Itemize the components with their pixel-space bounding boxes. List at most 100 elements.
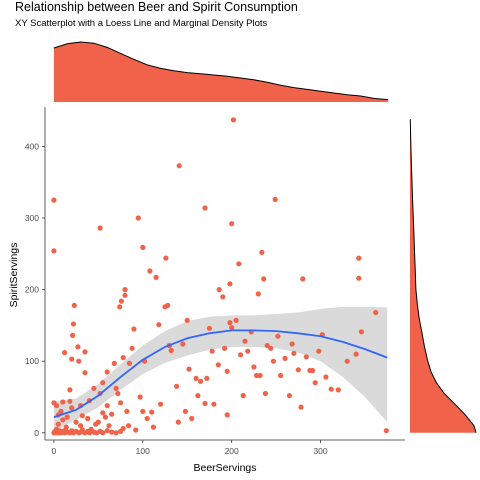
scatter-point: [58, 408, 64, 414]
scatter-point: [383, 428, 389, 434]
scatter-point: [224, 368, 230, 374]
scatter-point: [109, 429, 115, 435]
scatter-point: [106, 423, 112, 429]
scatter-point: [117, 304, 123, 310]
scatter-point: [113, 430, 119, 436]
scatter-point: [97, 225, 103, 231]
scatter-point: [124, 408, 130, 414]
scatter-point: [312, 380, 318, 386]
scatter-point: [206, 325, 212, 331]
scatter-point: [316, 348, 322, 354]
scatter-point: [153, 274, 159, 280]
scatter-point: [278, 372, 284, 379]
scatter-point: [202, 205, 208, 211]
scatter-point: [356, 255, 362, 261]
x-axis-label: BeerServings: [193, 462, 256, 474]
scatter-point: [229, 325, 235, 331]
scatter-point: [216, 287, 222, 293]
scatter-point: [76, 358, 82, 364]
scatter-point: [51, 197, 57, 203]
scatter-point: [310, 367, 316, 374]
scatter-point: [291, 350, 297, 356]
scatter-point: [102, 414, 108, 420]
scatter-point: [233, 317, 239, 323]
scatter-point: [150, 424, 156, 430]
scatter-point: [75, 344, 81, 350]
scatter-point: [298, 404, 304, 410]
scatter-point: [91, 385, 97, 391]
scatter-point: [82, 349, 88, 355]
scatter-point: [133, 427, 139, 433]
scatter-point: [104, 403, 110, 409]
scatter-point: [73, 419, 79, 425]
scatter-point: [259, 249, 265, 255]
loess-line: [53, 329, 388, 418]
x-tick-label: 100: [136, 446, 150, 456]
scatter-point: [55, 421, 61, 427]
scatter-point: [373, 309, 379, 316]
scatter-point: [335, 387, 341, 393]
scatter-point: [251, 364, 257, 370]
scatter-point: [353, 351, 359, 357]
scatter-point: [184, 317, 190, 323]
top-density-area: [53, 42, 389, 102]
chart-subtitle: XY Scatterplot with a Loess Line and Mar…: [15, 18, 268, 29]
scatter-point: [272, 196, 278, 202]
scatter-point: [229, 221, 235, 227]
scatter-point: [230, 117, 236, 123]
scatter-point: [67, 398, 73, 404]
scatter-point: [120, 355, 126, 361]
scatter-point: [129, 345, 135, 351]
scatter-point: [358, 329, 364, 335]
scatter-point: [79, 413, 85, 419]
y-tick-label: 300: [25, 213, 39, 223]
scatter-point: [69, 356, 75, 362]
scatter-point: [111, 360, 117, 366]
scatter-point: [69, 405, 75, 411]
scatter-point: [240, 393, 246, 399]
y-tick-label: 0: [34, 428, 39, 438]
scatter-point: [303, 354, 309, 360]
x-tick-label: 200: [225, 446, 239, 456]
scatter-point: [215, 362, 221, 368]
right-marginal-density: [409, 119, 477, 433]
top-marginal-density: [53, 41, 389, 102]
y-tick-label: 400: [25, 141, 39, 151]
scatter-point: [224, 412, 230, 418]
scatter-point: [135, 215, 141, 221]
scatter-point: [78, 423, 84, 429]
scatter-point: [82, 370, 88, 376]
scatter-point: [227, 281, 233, 287]
scatter-point: [88, 426, 94, 432]
scatter-point: [356, 275, 362, 281]
scatter-point: [323, 374, 329, 380]
scatter-point: [144, 415, 150, 422]
scatter-point: [193, 375, 199, 381]
loess-confidence-band: [53, 306, 388, 432]
scatter-point: [195, 393, 201, 399]
scatter-point: [189, 415, 195, 422]
scatter-point: [63, 424, 69, 430]
y-tick-label: 100: [25, 356, 39, 366]
scatter-point: [70, 332, 76, 338]
scatter-point: [126, 423, 132, 429]
scatter-point: [275, 333, 281, 339]
scatter-point: [289, 341, 295, 347]
scatter-point: [300, 276, 306, 282]
scatter-point: [270, 358, 276, 364]
scatter-point: [174, 383, 180, 389]
scatter-point: [186, 366, 192, 372]
scatter-point: [122, 287, 128, 293]
scatter-point: [198, 378, 204, 384]
scatter-point: [70, 321, 76, 327]
scatter-point: [158, 401, 164, 407]
scatter-point: [122, 292, 128, 298]
scatter-point: [149, 409, 155, 415]
scatter-point: [64, 414, 70, 420]
scatter-point: [113, 385, 119, 391]
scatter-point: [85, 415, 91, 422]
top-density-outline: [53, 41, 389, 101]
scatter-point: [211, 401, 217, 407]
chart-title: Relationship between Beer and Spirit Con…: [15, 0, 298, 14]
